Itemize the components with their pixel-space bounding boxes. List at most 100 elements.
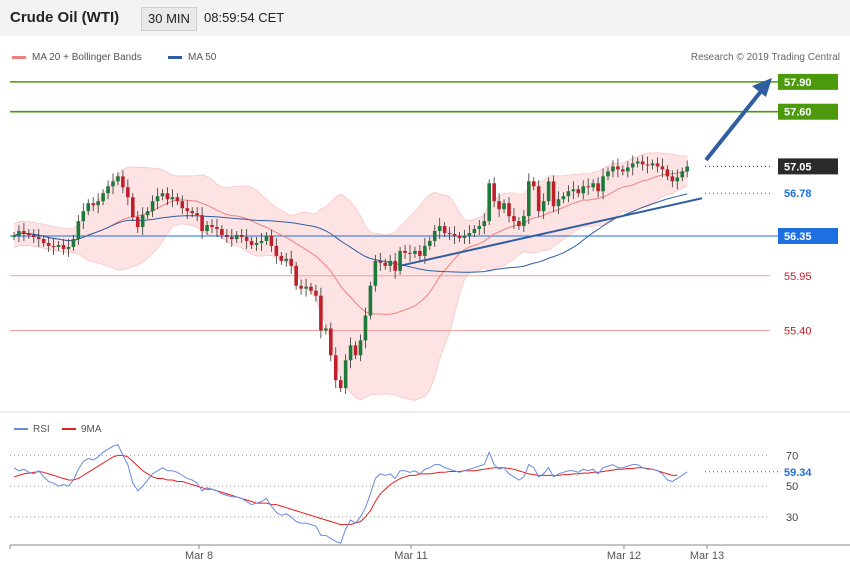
candle-body (51, 245, 56, 247)
candle-body (403, 250, 407, 253)
candle-body (522, 216, 526, 227)
instrument-title: Crude Oil (WTI) (10, 9, 120, 26)
timeframe-selector[interactable]: 30 MIN (141, 7, 197, 31)
candle-body (398, 250, 402, 271)
candle-body (358, 340, 363, 356)
candle-body (145, 211, 150, 216)
legend-ma50: MA 50 (168, 52, 216, 63)
ma50-line (13, 193, 688, 273)
candle-body (91, 203, 95, 206)
candle-body (601, 176, 605, 192)
candle-body (155, 196, 160, 202)
candle-body (546, 181, 551, 202)
credit-text: Research © 2019 Trading Central (690, 52, 840, 63)
candle-body (462, 236, 467, 238)
candle-body (239, 235, 244, 237)
rsi-tick-30: 30 (786, 512, 798, 524)
candle-body (645, 164, 650, 166)
candle-body (333, 355, 338, 381)
candle-body (210, 225, 214, 228)
candle-body (269, 236, 274, 246)
candle-body (635, 161, 640, 164)
candle-body (284, 258, 289, 261)
candle-body (630, 163, 635, 168)
candle-body (437, 226, 442, 232)
rsi-ma-legend-label: 9MA (81, 424, 102, 435)
candle-body (541, 201, 546, 212)
bollinger-band (14, 152, 688, 401)
candle-body (428, 240, 432, 246)
candle-body (135, 217, 140, 228)
ma50-swatch (168, 56, 182, 59)
candle-body (338, 380, 343, 389)
candle-body (264, 236, 269, 241)
candle-body (324, 328, 328, 331)
candle-body (279, 255, 284, 261)
candle-body (517, 221, 521, 227)
bollinger-upper-line (13, 152, 688, 236)
candle-body (527, 181, 531, 217)
trendline (399, 197, 703, 267)
candle-body (675, 177, 680, 182)
level-tag-bg-57.90 (778, 73, 838, 90)
candle-body (12, 236, 16, 237)
level-tag-57.90: 57.90 (784, 77, 812, 89)
candle-body (244, 236, 249, 241)
candle-body (160, 193, 165, 197)
candle-body (225, 235, 229, 237)
candle-body (566, 191, 571, 197)
candle-body (611, 166, 615, 172)
x-label-0: Mar 8 (185, 550, 213, 562)
candle-body (86, 203, 91, 212)
candle-body (111, 181, 115, 187)
chart-header: Crude Oil (WTI) 30 MIN 08:59:54 CET (0, 0, 850, 36)
candle-body (66, 246, 71, 249)
forecast-arrow-head (752, 78, 772, 97)
forecast-arrow-shaft (704, 88, 764, 162)
candle-body (512, 216, 516, 222)
candle-body (27, 233, 31, 236)
candle-body (551, 181, 556, 207)
rsi-ma-line (13, 454, 678, 526)
candle-body (363, 315, 368, 341)
candle-body (640, 161, 645, 165)
rsi-legend-label: RSI (33, 424, 50, 435)
candle-body (670, 176, 675, 182)
candle-body (175, 197, 180, 202)
candle-body (606, 171, 610, 177)
candle-body (650, 163, 655, 166)
rsi-tick-70: 70 (786, 450, 798, 462)
candle-body (234, 235, 239, 239)
candle-body (442, 226, 447, 234)
candle-body (299, 285, 303, 289)
candle-body (571, 189, 576, 192)
candle-body (96, 201, 100, 206)
legend-ma20: MA 20 + Bollinger Bands (12, 52, 142, 63)
candle-body (46, 242, 51, 246)
level-tag-bg-57.05 (778, 158, 838, 175)
candle-body (581, 186, 586, 194)
level-tag-57.60: 57.60 (784, 107, 812, 119)
candle-body (185, 208, 190, 212)
candle-body (576, 189, 581, 194)
candle-body (621, 169, 625, 172)
candle-body (140, 215, 145, 228)
ma20-line (13, 170, 688, 315)
candle-body (150, 201, 155, 212)
candle-body (626, 167, 630, 172)
candle-body (170, 197, 175, 200)
candle-body (487, 183, 491, 222)
candle-body (304, 286, 308, 289)
candle-body (36, 236, 41, 239)
level-tag-56.35: 56.35 (784, 231, 812, 243)
candle-body (432, 231, 437, 241)
candle-body (408, 252, 412, 254)
candle-body (660, 166, 665, 170)
candle-body (106, 186, 110, 194)
level-tag-55.95: 55.95 (784, 271, 812, 283)
candle-body (32, 235, 36, 237)
candle-body (274, 245, 279, 256)
candle-body (249, 240, 254, 245)
candle-body (497, 201, 501, 210)
x-label-1: Mar 11 (394, 550, 427, 562)
